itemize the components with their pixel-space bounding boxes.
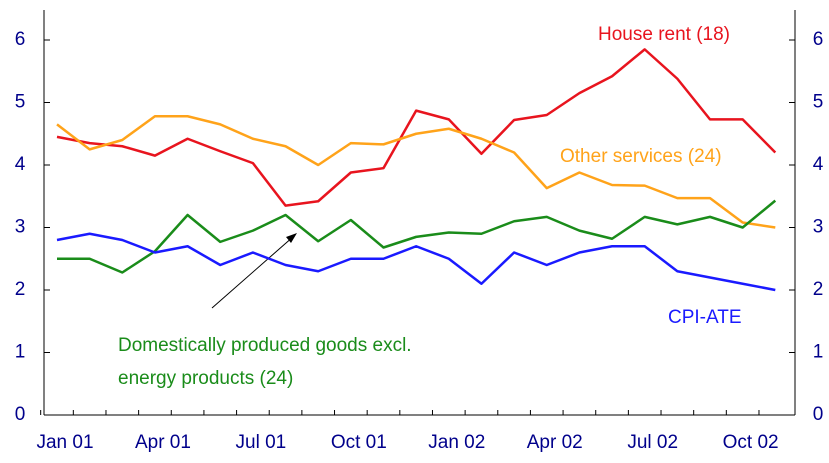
x-tick-label: Jan 02 (428, 432, 485, 453)
series-line (57, 199, 777, 274)
y-tick-label: 3 (15, 217, 26, 238)
y2-tick-label: 2 (813, 279, 824, 300)
y-tick-label: 1 (15, 342, 26, 363)
series-line (56, 48, 777, 207)
y2-tick-label: 4 (813, 154, 824, 175)
x-tick-label: Jan 01 (36, 432, 93, 453)
y-tick-label: 5 (15, 92, 26, 113)
x-tick-label: Oct 02 (723, 432, 779, 453)
arrow-head (286, 233, 297, 243)
y-tick-label: 4 (15, 154, 26, 175)
series-label: House rent (18) (598, 24, 731, 45)
x-tick-label: Oct 01 (331, 432, 387, 453)
x-tick-label: Jul 02 (627, 432, 678, 453)
series-line (56, 232, 776, 292)
y2-tick-label: 6 (813, 29, 824, 50)
y-tick-label: 6 (15, 29, 26, 50)
x-tick-label: Jul 01 (236, 432, 287, 453)
x-tick-label: Apr 01 (135, 432, 191, 453)
y2-tick-label: 5 (813, 92, 824, 113)
x-tick-label: Apr 02 (527, 432, 583, 453)
series-label: Other services (24) (560, 146, 722, 167)
y2-tick-label: 0 (813, 404, 824, 425)
series-label: Domestically produced goods excl. energy… (118, 335, 412, 389)
arrow (211, 235, 295, 309)
series-label: CPI-ATE (668, 307, 742, 328)
y-tick-label: 2 (15, 279, 26, 300)
y2-tick-label: 1 (813, 342, 824, 363)
series-line (56, 115, 776, 229)
y-tick-label: 0 (15, 404, 26, 425)
y2-tick-label: 3 (813, 217, 824, 238)
